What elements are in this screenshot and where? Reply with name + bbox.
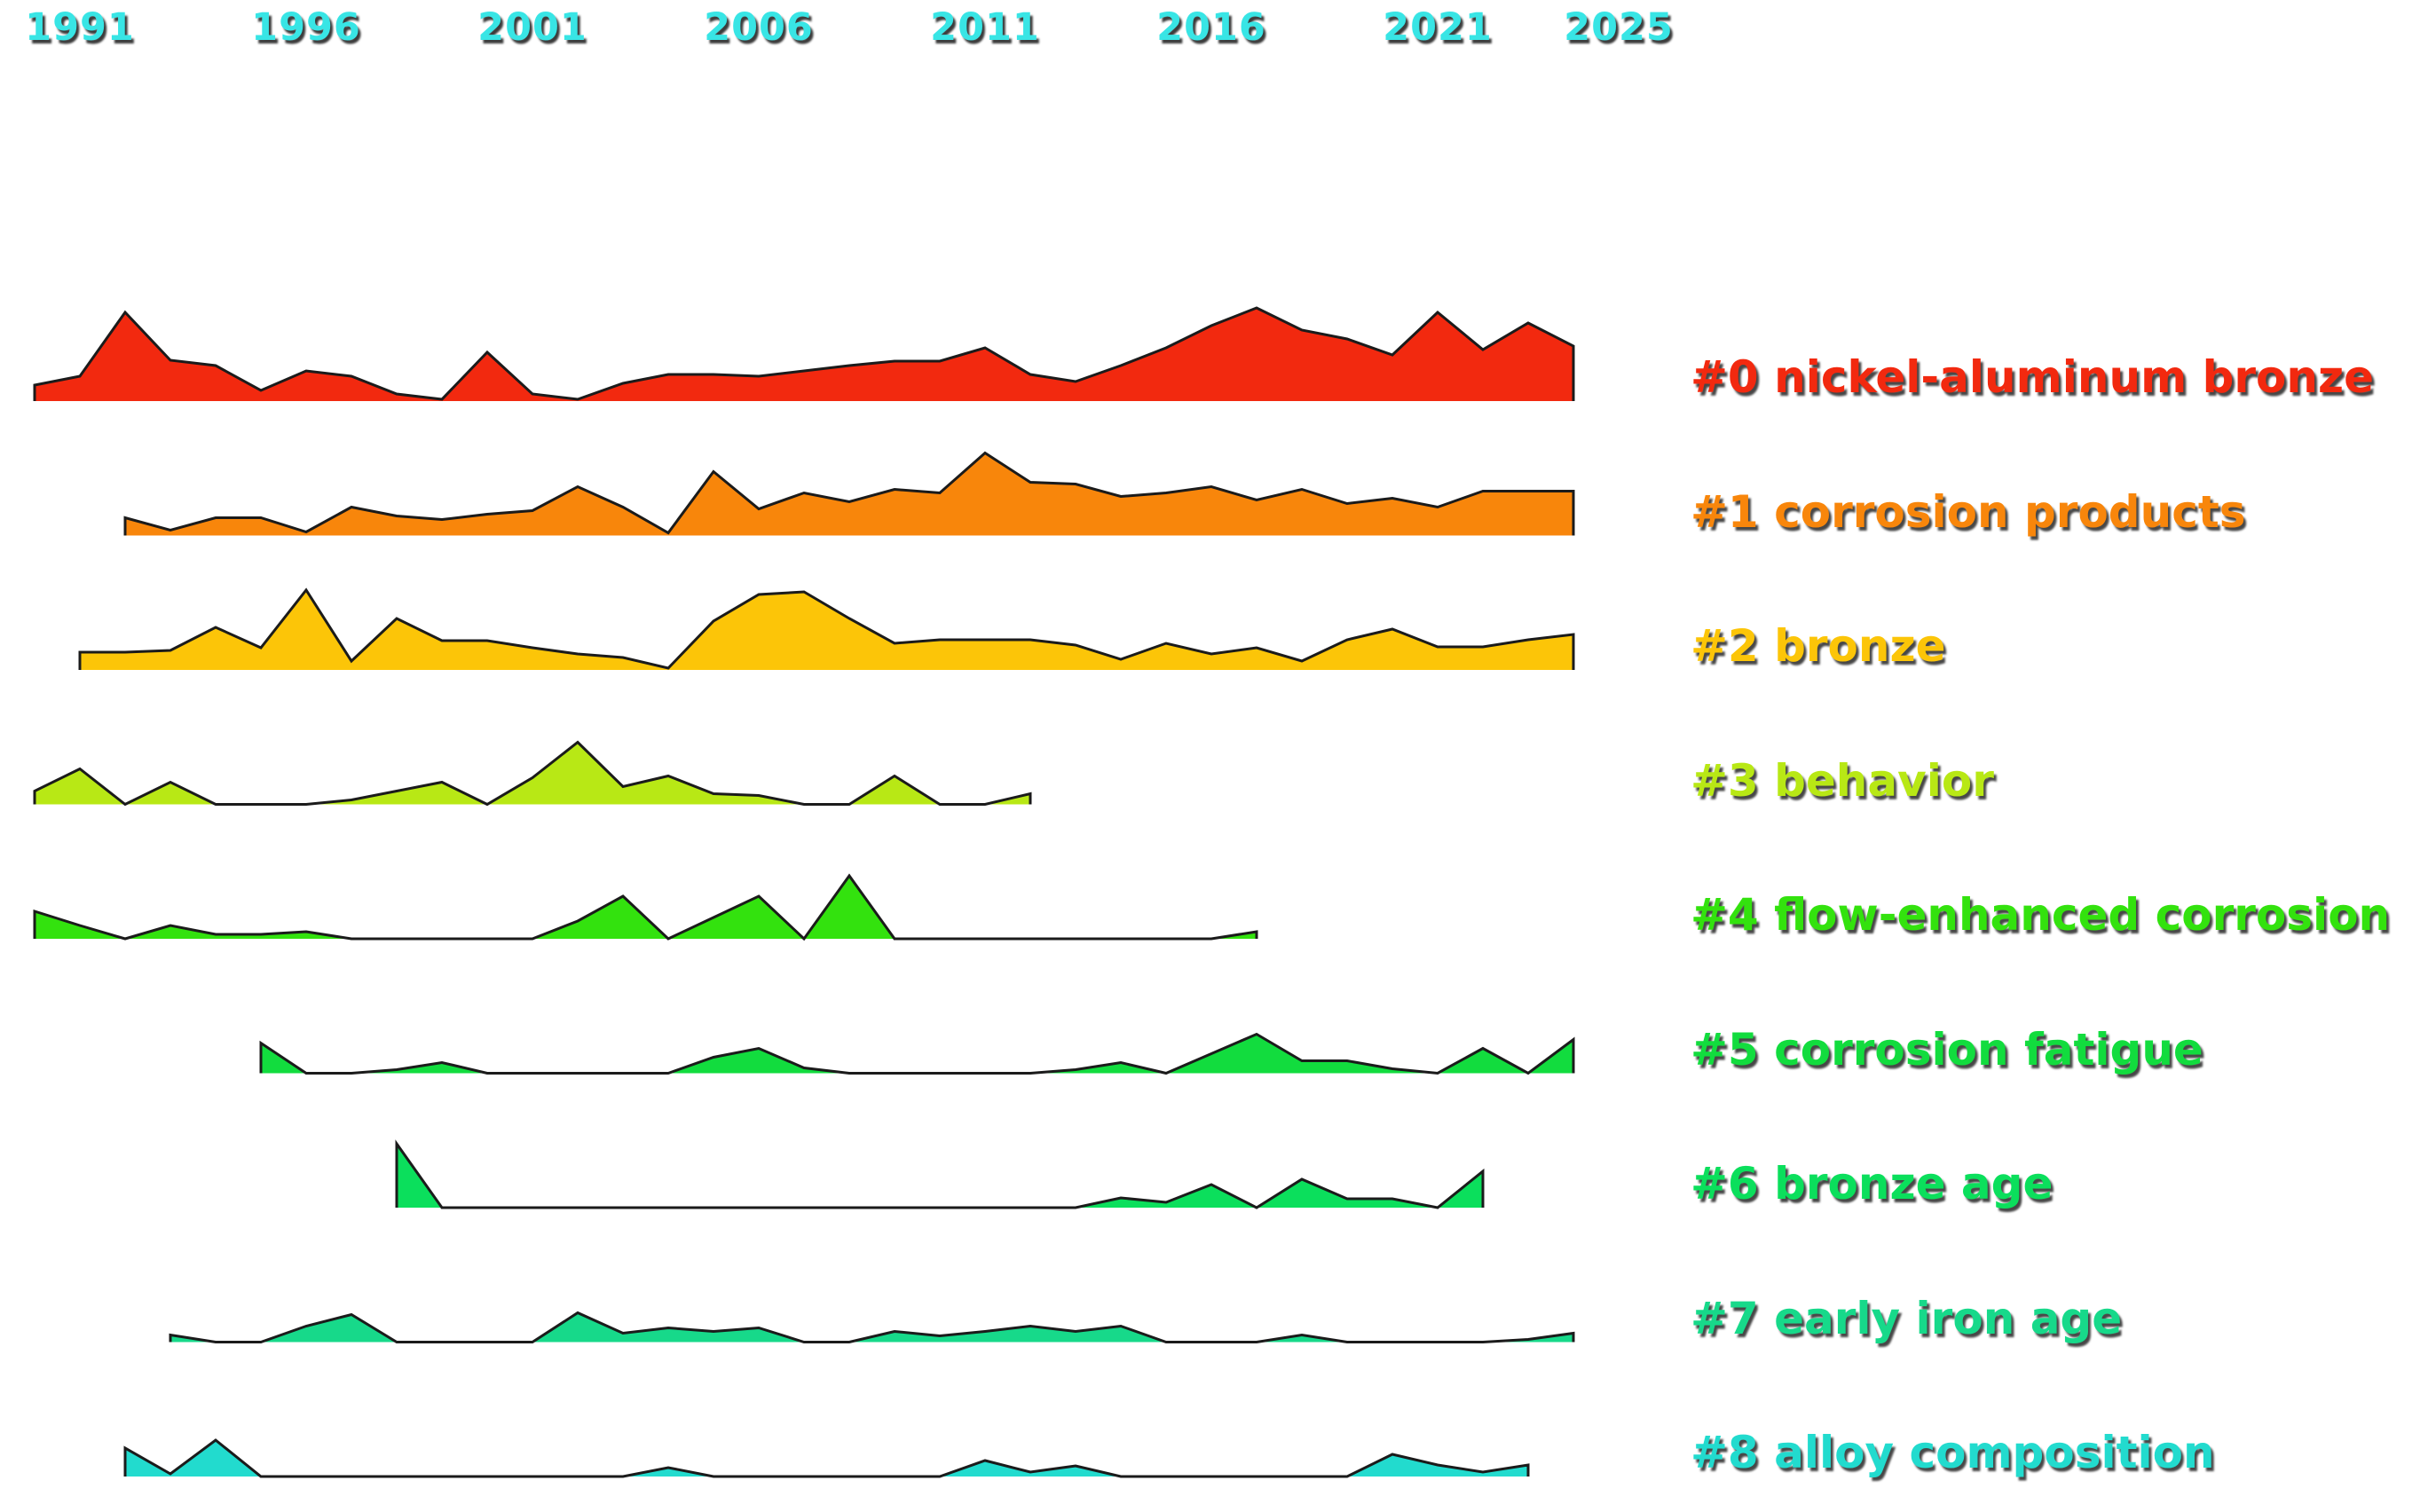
topic-label-6: #6 bronze age — [1691, 1158, 2054, 1209]
stream-outline-8 — [123, 1438, 1530, 1478]
stream-area-3 — [35, 742, 1030, 805]
stream-outline-7 — [169, 1311, 1575, 1343]
year-tick-label: 2006 — [704, 5, 814, 50]
year-tick-label: 2001 — [477, 5, 587, 50]
topic-label-4: #4 flow-enhanced corrosion — [1691, 889, 2391, 941]
stream-area-7 — [170, 1312, 1573, 1343]
year-tick-label: 2016 — [1156, 5, 1266, 50]
stream-area-8 — [125, 1440, 1528, 1477]
stream-outline-2 — [78, 587, 1575, 670]
topic-label-1: #1 corrosion products — [1691, 485, 2246, 538]
topic-label-3: #3 behavior — [1691, 754, 1994, 807]
stream-area-1 — [125, 453, 1573, 536]
stream-area-4 — [35, 876, 1257, 939]
year-tick-label: 2011 — [930, 5, 1040, 50]
stream-outline-0 — [33, 306, 1575, 401]
year-tick-label: 1996 — [251, 5, 361, 50]
year-tick-label: 1991 — [25, 5, 135, 50]
stream-area-2 — [80, 590, 1573, 670]
topic-label-2: #2 bronze — [1691, 620, 1946, 672]
topic-label-7: #7 early iron age — [1691, 1292, 2123, 1344]
stream-area-0 — [35, 308, 1573, 401]
stream-area-5 — [261, 1034, 1573, 1074]
stream-outline-6 — [395, 1139, 1485, 1209]
stream-outline-4 — [33, 873, 1258, 941]
year-tick-label: 2025 — [1564, 5, 1674, 50]
topic-label-0: #0 nickel-aluminum bronze — [1691, 351, 2374, 403]
topic-label-5: #5 corrosion fatigue — [1691, 1023, 2203, 1075]
topic-label-8: #8 alloy composition — [1691, 1427, 2215, 1478]
stream-area-6 — [397, 1144, 1483, 1208]
year-tick-label: 2021 — [1383, 5, 1493, 50]
stream-outline-3 — [33, 740, 1032, 807]
stream-outline-1 — [123, 451, 1575, 536]
stream-outline-5 — [259, 1032, 1575, 1075]
